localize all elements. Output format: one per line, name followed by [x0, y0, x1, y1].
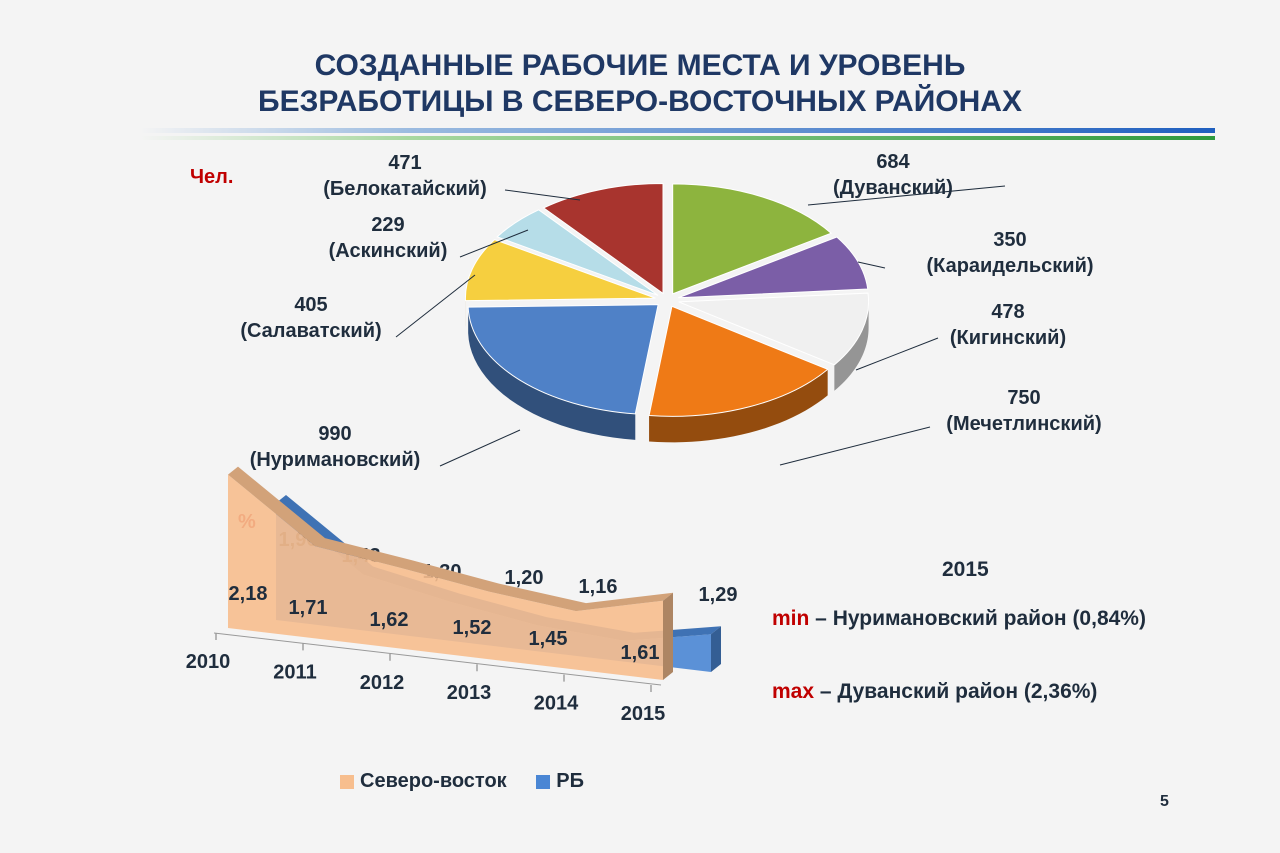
info-min: min – Нуримановский район (0,84%): [772, 607, 1146, 631]
pie-slice-side: [468, 307, 636, 440]
area-data-label: 1,45: [529, 628, 568, 650]
legend-item-north-east: Северо-восток: [340, 770, 507, 793]
area-series-face: [228, 474, 663, 680]
title-rule-green: [140, 136, 1215, 140]
x-tick-label: 2013: [447, 682, 492, 704]
area-data-label: 1,16: [579, 576, 618, 598]
title-line-2: БЕЗРАБОТИЦЫ В СЕВЕРО-ВОСТОЧНЫХ РАЙОНАХ: [258, 85, 1022, 118]
page-title: СОЗДАННЫЕ РАБОЧИЕ МЕСТА И УРОВЕНЬ БЕЗРАБ…: [0, 48, 1280, 120]
area-data-label: 1,71: [289, 597, 328, 619]
pie-slice: [464, 239, 656, 302]
pie-value-label: 478: [991, 301, 1024, 323]
pie-value-label: 684: [876, 151, 910, 173]
area-series-end: [711, 626, 721, 672]
pie-labels: 684 (Дуванский) 350 (Караидельский) 478 (Киги…: [240, 151, 1101, 471]
pie-slice-side: [649, 369, 828, 443]
pie-value-label: 471: [388, 152, 421, 174]
info-min-label: min: [772, 607, 810, 630]
pie-leader-line: [395, 274, 476, 338]
pie-name-label: (Караидельский): [926, 255, 1093, 277]
pie-value-label: 990: [318, 423, 351, 445]
pie-value-label: 750: [1007, 387, 1040, 409]
pie-slice: [542, 182, 664, 295]
pie-leader-line: [807, 185, 1006, 206]
area-data-label: 1,20: [505, 567, 544, 589]
x-axis-line: [213, 632, 662, 686]
info-min-text: – Нуримановский район (0,84%): [809, 607, 1146, 630]
x-tick-label: 2015: [621, 703, 666, 725]
area-data-label: 2,18: [229, 583, 268, 605]
pie-slice-side: [834, 301, 869, 391]
area-data-label: 1,62: [370, 609, 409, 631]
pie-name-label: (Нуримановский): [250, 449, 421, 471]
pie-slice: [648, 305, 829, 417]
title-rule-blue: [140, 128, 1215, 133]
pie-chart: [464, 182, 870, 443]
pie-name-label: (Аскинский): [329, 240, 448, 262]
pie-name-label: (Дуванский): [833, 177, 953, 199]
legend-label-north-east: Северо-восток: [360, 770, 507, 792]
page-number: 5: [1160, 793, 1169, 810]
pie-slice: [467, 304, 659, 415]
pie-leader-line: [504, 189, 581, 201]
title-line-1: СОЗДАННЫЕ РАБОЧИЕ МЕСТА И УРОВЕНЬ: [314, 49, 966, 82]
area-chart: 2010201120122013201420151,901,431,301,20…: [186, 466, 738, 725]
pie-leader-line: [779, 426, 931, 466]
pie-name-label: (Мечетлинский): [946, 413, 1101, 435]
pie-leader-line: [439, 429, 521, 467]
x-tick-label: 2012: [360, 672, 405, 694]
area-series-end: [663, 592, 673, 680]
pie-slice: [672, 183, 833, 295]
area-data-label: 1,29: [699, 584, 738, 606]
legend-swatch-rb: [536, 774, 551, 789]
info-year: 2015: [942, 558, 989, 581]
pie-leader-line: [855, 337, 939, 371]
pie-name-label: (Салаватский): [240, 320, 381, 342]
info-max-label: max: [772, 680, 815, 703]
pie-slice: [678, 236, 869, 299]
area-series-top: [228, 466, 673, 612]
info-max: max – Дуванский район (2,36%): [772, 680, 1097, 704]
pie-value-label: 405: [294, 294, 327, 316]
x-tick-label: 2010: [186, 651, 231, 673]
area-data-label: 1,52: [453, 617, 492, 639]
area-legend: Северо-восток РБ: [340, 770, 608, 793]
info-max-text: – Дуванский район (2,36%): [814, 680, 1098, 703]
legend-swatch-north-east: [340, 774, 354, 789]
x-tick-label: 2014: [534, 693, 579, 715]
pie-slice: [678, 292, 870, 366]
pie-slice: [496, 209, 659, 296]
pie-leader-line: [857, 261, 886, 269]
legend-label-rb: РБ: [556, 770, 584, 792]
area-data-label: 1,61: [621, 642, 660, 664]
pie-value-label: 350: [993, 229, 1026, 251]
pie-name-label: (Кигинский): [950, 327, 1066, 349]
pie-unit-label: Чел.: [190, 166, 233, 188]
legend-item-rb: РБ: [536, 770, 584, 793]
pie-name-label: (Белокатайский): [323, 178, 487, 200]
pie-leader-line: [459, 229, 529, 258]
pie-value-label: 229: [371, 214, 404, 236]
x-tick-label: 2011: [273, 661, 316, 683]
